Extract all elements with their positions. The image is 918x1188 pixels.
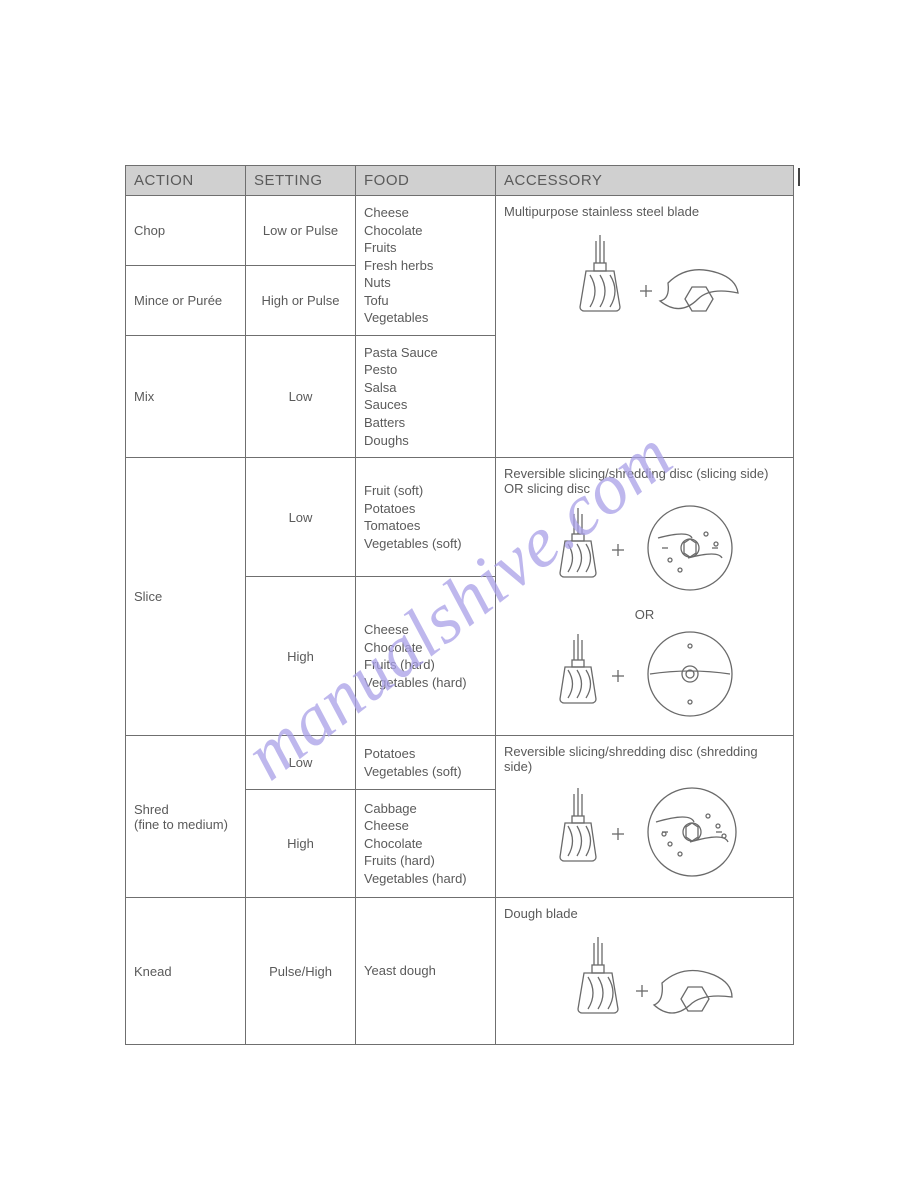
food-item: Cheese [364, 621, 487, 639]
shredding-disc-icon [530, 778, 760, 888]
food-item: Cheese [364, 817, 487, 835]
accessory-label: Dough blade [504, 906, 785, 921]
manual-page: manualshive.com ACTION SETTING FOOD ACCE… [125, 165, 793, 1045]
col-setting: SETTING [246, 166, 356, 196]
table-header-row: ACTION SETTING FOOD ACCESSORY [126, 166, 794, 196]
action-cell: Chop [126, 196, 246, 266]
slicing-disc-alt-icon [530, 626, 760, 726]
food-cell: Cheese Chocolate Fruits (hard) Vegetable… [356, 577, 496, 736]
food-item: Pesto [364, 361, 487, 379]
action-cell: Slice [126, 458, 246, 736]
table-row: Chop Low or Pulse Cheese Chocolate Fruit… [126, 196, 794, 266]
processing-guide-table: ACTION SETTING FOOD ACCESSORY Chop Low o… [125, 165, 794, 1045]
accessory-label: Multipurpose stainless steel blade [504, 204, 785, 219]
food-item: Tomatoes [364, 517, 487, 535]
col-accessory: ACCESSORY [496, 166, 794, 196]
accessory-figure [504, 778, 785, 891]
slicing-disc-icon [530, 500, 760, 600]
col-action: ACTION [126, 166, 246, 196]
food-item: Chocolate [364, 222, 487, 240]
action-cell: Mix [126, 335, 246, 457]
accessory-cell: Reversible slicing/shredding disc (shred… [496, 736, 794, 898]
food-item: Yeast dough [364, 962, 487, 980]
accessory-cell: Multipurpose stainless steel blade [496, 196, 794, 458]
food-item: Tofu [364, 292, 487, 310]
food-item: Nuts [364, 274, 487, 292]
setting-cell: High [246, 577, 356, 736]
food-item: Salsa [364, 379, 487, 397]
accessory-label: Reversible slicing/shredding disc (shred… [504, 744, 785, 774]
food-cell: Cabbage Cheese Chocolate Fruits (hard) V… [356, 789, 496, 897]
setting-cell: Pulse/High [246, 898, 356, 1045]
accessory-cell: Dough blade [496, 898, 794, 1045]
food-item: Chocolate [364, 639, 487, 657]
blade-icon [540, 223, 750, 333]
food-item: Fruits (hard) [364, 656, 487, 674]
setting-cell: High [246, 789, 356, 897]
food-item: Vegetables (hard) [364, 674, 487, 692]
food-item: Fruit (soft) [364, 482, 487, 500]
accessory-cell: Reversible slicing/shredding disc (slici… [496, 458, 794, 736]
accessory-figure [504, 925, 785, 1038]
food-item: Potatoes [364, 745, 487, 763]
setting-cell: Low [246, 335, 356, 457]
or-text: OR [504, 607, 785, 622]
food-item: Fresh herbs [364, 257, 487, 275]
accessory-figure [504, 500, 785, 603]
accessory-figure [504, 223, 785, 336]
food-item: Batters [364, 414, 487, 432]
food-item: Doughs [364, 432, 487, 450]
action-cell: Shred (fine to medium) [126, 736, 246, 898]
food-item: Vegetables [364, 309, 487, 327]
food-item: Potatoes [364, 500, 487, 518]
table-row: Shred (fine to medium) Low Potatoes Vege… [126, 736, 794, 790]
food-item: Pasta Sauce [364, 344, 487, 362]
food-cell: Potatoes Vegetables (soft) [356, 736, 496, 790]
food-cell: Yeast dough [356, 898, 496, 1045]
food-item: Vegetables (hard) [364, 870, 487, 888]
food-item: Fruits [364, 239, 487, 257]
food-item: Vegetables (soft) [364, 763, 487, 781]
food-item: Fruits (hard) [364, 852, 487, 870]
action-cell: Mince or Purée [126, 265, 246, 335]
dough-blade-icon [540, 925, 750, 1035]
food-item: Chocolate [364, 835, 487, 853]
col-food: FOOD [356, 166, 496, 196]
food-item: Vegetables (soft) [364, 535, 487, 553]
food-item: Cheese [364, 204, 487, 222]
margin-mark [798, 168, 800, 186]
table-row: Knead Pulse/High Yeast dough Dough blade [126, 898, 794, 1045]
food-cell: Cheese Chocolate Fruits Fresh herbs Nuts… [356, 196, 496, 336]
accessory-figure-alt [504, 626, 785, 729]
setting-cell: Low [246, 458, 356, 577]
table-row: Slice Low Fruit (soft) Potatoes Tomatoes… [126, 458, 794, 577]
setting-cell: Low [246, 736, 356, 790]
food-item: Sauces [364, 396, 487, 414]
setting-cell: High or Pulse [246, 265, 356, 335]
action-cell: Knead [126, 898, 246, 1045]
food-cell: Fruit (soft) Potatoes Tomatoes Vegetable… [356, 458, 496, 577]
accessory-label: Reversible slicing/shredding disc (slici… [504, 466, 785, 496]
setting-cell: Low or Pulse [246, 196, 356, 266]
food-cell: Pasta Sauce Pesto Salsa Sauces Batters D… [356, 335, 496, 457]
food-item: Cabbage [364, 800, 487, 818]
